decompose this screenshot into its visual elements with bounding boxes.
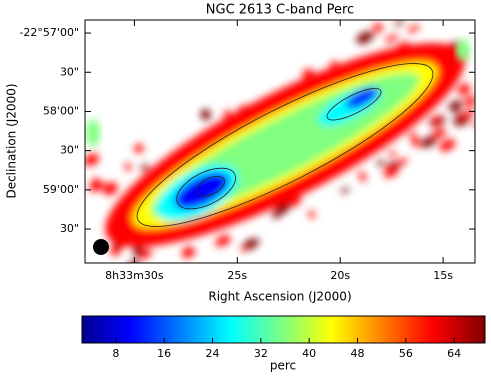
x-tick-label: 25s [227,269,247,282]
core [174,172,230,210]
contour [196,176,225,197]
y-tick-label: -22°57'00" [19,26,79,39]
colorbar-tick-label: 32 [254,347,268,360]
colorbar-tick-label: 56 [399,347,413,360]
speckle [130,287,141,296]
speckle [432,116,441,125]
radio-map [69,0,475,306]
speckle [389,150,396,158]
colorbar-label: perc [270,359,296,373]
speckle [432,128,446,139]
speckle [200,109,211,121]
y-tick-label: 30" [60,222,79,235]
beam [93,239,109,255]
speckle [383,166,399,178]
y-axis-label: Declination (J2000) [5,83,19,198]
speckle [448,100,463,110]
speckle [124,163,132,171]
colorbar [81,315,486,344]
x-axis-label: Right Ascension (J2000) [208,290,351,304]
y-tick-label: 58'00" [43,104,79,117]
x-tick-label: 20s [330,269,350,282]
speckle [439,139,456,152]
y-tick-label: 30" [60,144,79,157]
speckle [85,153,100,166]
speckle [340,187,350,194]
y-tick-label: 59'00" [43,183,79,196]
speckle [308,210,316,219]
colorbar-tick-label: 16 [157,347,171,360]
colorbar-tick-label: 40 [302,347,316,360]
colorbar-tick-label: 8 [112,347,119,360]
speckle [409,132,416,139]
speckle [140,164,149,171]
speckle [358,31,375,43]
contour [176,167,236,210]
speckle [411,136,420,147]
speckle [215,235,231,247]
speckle [396,0,406,7]
speckle [69,164,81,173]
speckle [394,20,405,26]
source [456,39,470,61]
speckle [139,294,151,306]
speckle [134,143,144,154]
x-tick-label: 8h33m30s [105,269,164,282]
speckle [472,121,475,127]
plot-frame [84,19,476,264]
speckle [139,249,152,259]
emission [69,0,475,306]
speckle [358,171,367,182]
speckle [457,83,471,95]
colorbar-tick-label: 48 [351,347,365,360]
speckle [407,25,420,33]
speckle [420,136,437,148]
speckle [377,160,385,167]
speckle [459,109,475,120]
colorbar-tick-label: 64 [447,347,461,360]
x-tick-label: 15s [433,269,453,282]
speckle [373,23,383,33]
speckle [463,96,475,107]
speckle [89,180,104,192]
speckle [102,182,118,195]
speckle [384,34,399,43]
contour [136,63,434,227]
y-tick-label: 30" [60,65,79,78]
core [345,87,379,109]
speckle [240,246,248,252]
colorbar-tick-label: 24 [206,347,220,360]
contours [136,63,434,227]
chart-title: NGC 2613 C-band Perc [206,3,354,18]
speckle [181,246,196,259]
contour [326,88,382,121]
source [86,119,100,147]
speckle [242,238,260,250]
